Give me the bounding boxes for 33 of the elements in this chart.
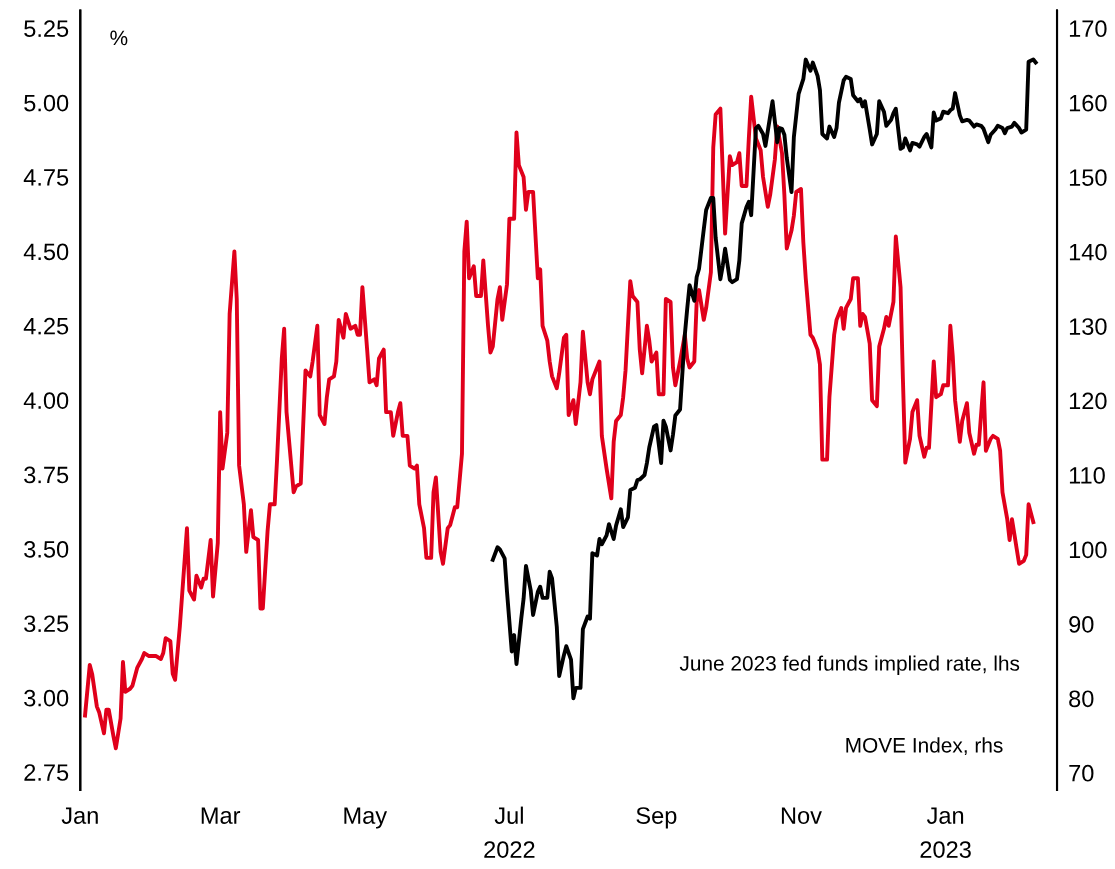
annotation: MOVE Index, rhs [846, 737, 1003, 756]
y-tick-label: 4.75 [23, 169, 69, 186]
x-tick-label: Sep [636, 807, 677, 829]
y-tick-label: 4.50 [23, 243, 69, 261]
x-tick-label: May [344, 807, 388, 829]
y-tick-label: 5.00 [24, 94, 69, 112]
y-tick-label: 2.75 [24, 764, 69, 781]
y-axis-title: % [110, 30, 128, 46]
y-tick-label: 3.50 [24, 541, 69, 558]
y-tick-label: 3.00 [24, 689, 69, 707]
y2-tick-label: 110 [1069, 467, 1105, 484]
y-tick-label: 4.25 [23, 317, 69, 335]
y2-tick-label: 130 [1069, 318, 1107, 335]
y-tick-label: 3.75 [24, 466, 69, 484]
x-tick-label: Jan [61, 807, 98, 824]
y-tick-label: 3.25 [24, 615, 69, 633]
x-tick-label: Nov [781, 807, 822, 824]
annotation: June 2023 fed funds implied rate, lhs [679, 655, 1020, 675]
line-series [490, 57, 1038, 701]
x-tick-label: Jan 2023 [920, 807, 971, 858]
y2-tick-label: 120 [1069, 392, 1107, 410]
y2-tick-label: 160 [1069, 94, 1107, 112]
x-tick-label: Mar [201, 807, 241, 824]
y2-tick-label: 70 [1069, 764, 1094, 782]
y2-tick-label: 170 [1069, 20, 1107, 38]
y-tick-label: 4.00 [23, 392, 69, 409]
y2-tick-label: 80 [1069, 690, 1094, 708]
y2-tick-label: 150 [1069, 169, 1107, 186]
y2-tick-label: 90 [1069, 615, 1094, 633]
y-tick-label: 5.25 [24, 20, 69, 38]
x-tick-label: Jul 2022 [484, 806, 535, 858]
y2-tick-label: 100 [1069, 541, 1107, 559]
y2-tick-label: 140 [1069, 243, 1107, 261]
